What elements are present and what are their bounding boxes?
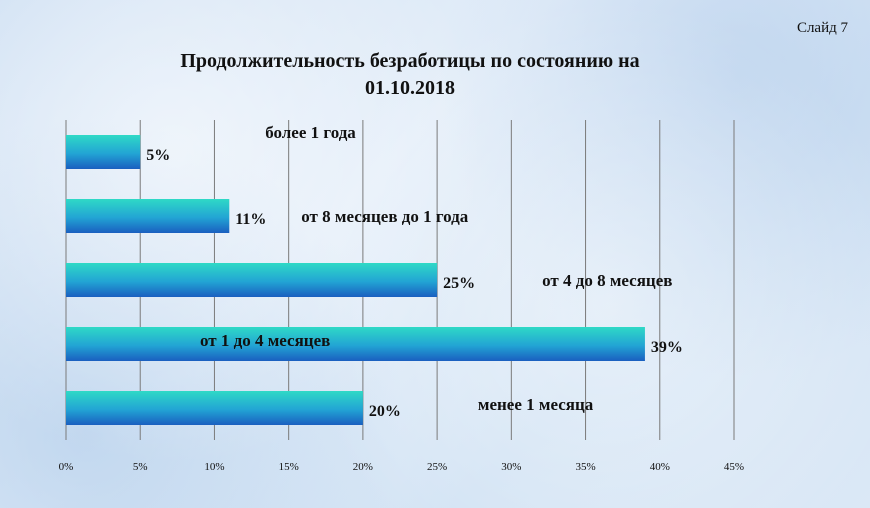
bar-value-label: 39% (651, 339, 683, 356)
x-tick-label: 40% (650, 461, 670, 473)
x-tick-label: 0% (59, 461, 74, 473)
bar-category-label: от 1 до 4 месяцев (200, 331, 330, 350)
x-tick-label: 45% (724, 461, 744, 473)
bar-value-label: 25% (443, 275, 475, 292)
x-tick-label: 5% (133, 461, 148, 473)
x-tick-label: 15% (279, 461, 299, 473)
x-axis-ticks: 0% 5% 10% 15% 20% 25% 30% 35% 40% 45% (59, 461, 744, 473)
chart-title-line-1: Продолжительность безработицы по состоян… (180, 50, 640, 72)
bar (66, 391, 363, 425)
x-tick-label: 30% (501, 461, 521, 473)
x-tick-label: 25% (427, 461, 447, 473)
chart-bars: 5% более 1 года 11% от 8 месяцев до 1 года 2… (66, 123, 683, 425)
chart-title-line-2: 01.10.2018 (365, 77, 455, 99)
bar (66, 263, 438, 297)
bar-category-label: менее 1 месяца (478, 395, 594, 414)
x-tick-label: 10% (204, 461, 224, 473)
bar (66, 327, 645, 361)
bar (66, 135, 141, 169)
bar-category-label: более 1 года (265, 123, 356, 142)
slide-number-label: Слайд 7 (796, 20, 848, 36)
bar-value-label: 20% (369, 403, 401, 420)
chart-title: Продолжительность безработицы по состоян… (100, 48, 720, 102)
bar-category-label: от 4 до 8 месяцев (542, 271, 672, 290)
x-tick-label: 20% (353, 461, 373, 473)
bar (66, 199, 230, 233)
x-tick-label: 35% (575, 461, 595, 473)
bar-value-label: 5% (146, 147, 170, 164)
bar-category-label: от 8 месяцев до 1 года (301, 207, 468, 226)
bar-value-label: 11% (235, 211, 266, 228)
